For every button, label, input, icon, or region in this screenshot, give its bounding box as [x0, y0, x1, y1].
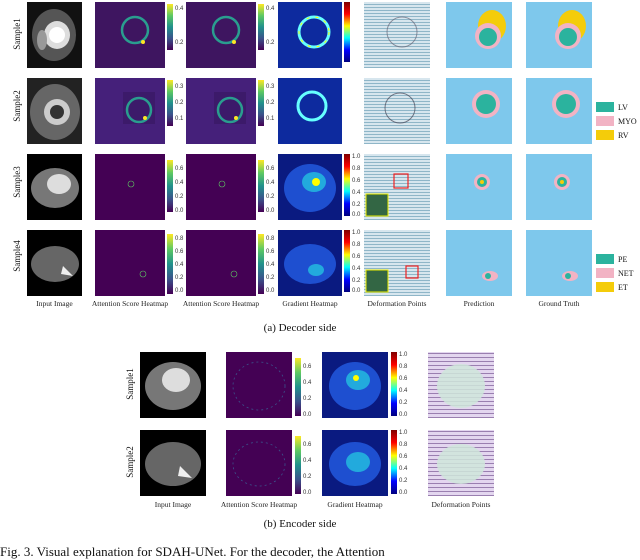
enc-attention-heatmap-sample2 [226, 430, 292, 496]
attention-heatmap-sample2-b [186, 78, 256, 144]
prediction-sample2 [446, 78, 512, 144]
col-label-gradient: Gradient Heatmap [282, 299, 338, 308]
legend-net: NET [596, 268, 634, 278]
attention-heatmap-sample3-b [186, 154, 256, 220]
deformation-points-sample4 [364, 230, 430, 296]
enc-col-label-deformation: Deformation Points [431, 500, 491, 509]
enc-colorbar-attention-2 [295, 436, 301, 494]
colorbar-sample2-b [258, 80, 264, 126]
gradient-heatmap-sample2 [278, 78, 342, 144]
enc-colorbar-gradient-2 [391, 430, 397, 494]
enc-gradient-heatmap-sample1 [322, 352, 388, 418]
col-label-attention-b: Attention Score Heatmap [182, 299, 260, 308]
col-label-input-image: Input Image [36, 299, 73, 308]
input-image-sample3 [27, 154, 82, 220]
enc-row-label-sample1: Sample1 [125, 368, 135, 400]
enc-input-image-sample2 [140, 430, 206, 496]
figure-caption: Fig. 3. Visual explanation for SDAH-UNet… [0, 544, 385, 559]
attention-heatmap-sample4-a [95, 230, 165, 296]
attention-heatmap-sample2-a [95, 78, 165, 144]
prediction-sample1 [446, 2, 512, 68]
colorbar-sample3-b [258, 160, 264, 212]
deformation-points-sample2 [364, 78, 430, 144]
legend-rv: RV [596, 130, 628, 140]
row-label-sample4: Sample4 [12, 240, 22, 272]
prediction-sample4 [446, 230, 512, 296]
enc-colorbar-gradient-1 [391, 352, 397, 416]
enc-input-image-sample1 [140, 352, 206, 418]
gradient-heatmap-sample1 [278, 2, 342, 68]
gradient-heatmap-sample3 [278, 154, 342, 220]
col-label-attention-a: Attention Score Heatmap [91, 299, 169, 308]
attention-heatmap-sample1-b [186, 2, 256, 68]
enc-deformation-points-sample1 [428, 352, 494, 418]
enc-col-label-gradient: Gradient Heatmap [327, 500, 383, 509]
ground-truth-sample2 [526, 78, 592, 144]
gradient-heatmap-sample4 [278, 230, 342, 296]
enc-colorbar-attention-1 [295, 358, 301, 416]
input-image-sample4 [27, 230, 82, 296]
colorbar-sample2-a [167, 80, 173, 126]
row-label-sample2: Sample2 [12, 90, 22, 122]
colorbar-gradient-sample3 [344, 154, 350, 216]
col-label-ground-truth: Ground Truth [538, 299, 580, 308]
input-image-sample1 [27, 2, 82, 68]
colorbar-sample3-a [167, 160, 173, 212]
row-label-sample1: Sample1 [12, 18, 22, 50]
colorbar-sample4-a [167, 234, 173, 294]
colorbar-sample4-b [258, 234, 264, 294]
deformation-points-sample1 [364, 2, 430, 68]
colorbar-gradient-sample1 [344, 2, 350, 62]
enc-row-label-sample2: Sample2 [125, 446, 135, 478]
colorbar-sample1-b [258, 4, 264, 50]
attention-heatmap-sample3-a [95, 154, 165, 220]
attention-heatmap-sample4-b [186, 230, 256, 296]
input-image-sample2 [27, 78, 82, 144]
caption-encoder: (b) Encoder side [263, 518, 337, 530]
legend-myo: MYO [596, 116, 637, 126]
enc-col-label-attention: Attention Score Heatmap [220, 500, 298, 509]
legend-lv: LV [596, 102, 628, 112]
enc-gradient-heatmap-sample2 [322, 430, 388, 496]
legend-et: ET [596, 282, 628, 292]
colorbar-gradient-sample4 [344, 230, 350, 292]
enc-attention-heatmap-sample1 [226, 352, 292, 418]
prediction-sample3 [446, 154, 512, 220]
colorbar-sample1-a [167, 4, 173, 50]
enc-col-label-input: Input Image [154, 500, 192, 509]
legend-pe: PE [596, 254, 627, 264]
ground-truth-sample1 [526, 2, 592, 68]
ground-truth-sample4 [526, 230, 592, 296]
deformation-points-sample3 [364, 154, 430, 220]
col-label-prediction: Prediction [463, 299, 495, 308]
col-label-deformation: Deformation Points [367, 299, 427, 308]
ground-truth-sample3 [526, 154, 592, 220]
attention-heatmap-sample1-a [95, 2, 165, 68]
row-label-sample3: Sample3 [12, 166, 22, 198]
caption-decoder: (a) Decoder side [263, 322, 337, 334]
enc-deformation-points-sample2 [428, 430, 494, 496]
